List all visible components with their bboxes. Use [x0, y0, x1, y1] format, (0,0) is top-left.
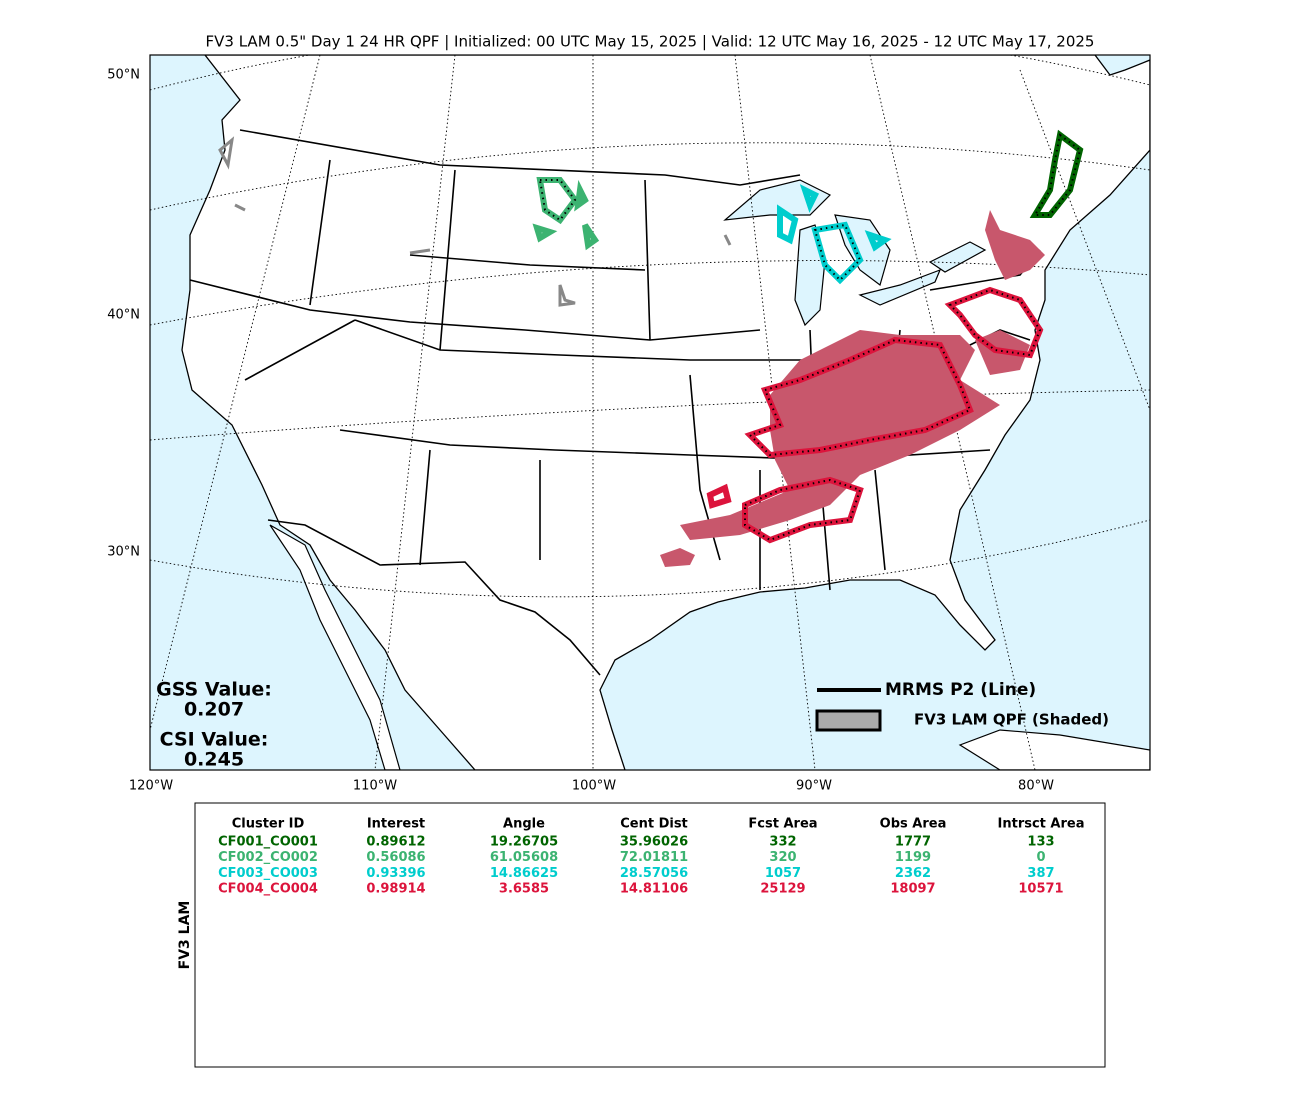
table-cell: 1777 [895, 835, 931, 850]
lon-label: 100°W [572, 779, 616, 794]
table-cell: 35.96026 [620, 835, 688, 850]
table-cell: 28.57056 [620, 866, 688, 881]
lon-label: 80°W [1018, 779, 1054, 794]
lon-label: 120°W [129, 779, 173, 794]
table-cell: 387 [1027, 866, 1054, 881]
table: Cluster ID Interest Angle Cent Dist Fcst Are… [218, 817, 1084, 897]
table-side-label: FV3 LAM [177, 901, 193, 970]
table-cell: 19.26705 [490, 835, 558, 850]
table-header: Cent Dist [620, 817, 688, 832]
table-cell: 320 [769, 850, 796, 865]
table-cell: 0.56086 [366, 850, 425, 865]
table-cell: 1057 [765, 866, 801, 881]
table-cell: 3.6585 [499, 882, 549, 897]
table-cell: 18097 [890, 882, 935, 897]
table-cell: 61.05608 [490, 850, 558, 865]
legend: MRMS P2 (Line) FV3 LAM QPF (Shaded) [815, 680, 1109, 732]
score-value: 0.207 [184, 699, 244, 721]
map: 50°N 40°N 30°N 120°W 110°W 100°W 90°W 80°W GSS V… [107, 54, 1151, 794]
table-header: Fcst Area [748, 817, 817, 832]
table-cell: 2362 [895, 866, 931, 881]
observed-dots [538, 133, 1082, 542]
table-frame [194, 802, 1106, 1068]
table-cell: 14.86625 [490, 866, 558, 881]
table-header: Angle [503, 817, 545, 832]
forecast-shading [660, 210, 1045, 567]
title: FV3 LAM 0.5" Day 1 24 HR QPF | Initializ… [206, 33, 1095, 51]
table-cell: 332 [769, 835, 796, 850]
lon-label: 110°W [353, 779, 397, 794]
table-cell: 0 [1036, 850, 1045, 865]
table-cell: 1199 [895, 850, 931, 865]
great-lakes [723, 179, 987, 327]
table-cell: CF003_CO003 [218, 866, 318, 881]
map-frame [149, 54, 1151, 771]
table-cell: 0.89612 [366, 835, 425, 850]
baja [269, 524, 401, 770]
table-cell: 0.93396 [366, 866, 425, 881]
legend-label: MRMS P2 (Line) [885, 680, 1036, 700]
score-value: 0.245 [184, 749, 244, 771]
table-cell: CF001_CO001 [218, 835, 318, 850]
table-cell: CF004_CO004 [218, 882, 318, 897]
lon-label: 90°W [796, 779, 832, 794]
legend-swatch [815, 709, 882, 732]
table-header: Intrsct Area [998, 817, 1085, 832]
score-label: CSI Value: [160, 729, 269, 751]
lat-label: 30°N [107, 545, 140, 560]
table-header: Interest [367, 817, 425, 832]
table-cell: 10571 [1018, 882, 1063, 897]
table-header: Obs Area [880, 817, 947, 832]
graticule [150, 55, 1150, 770]
gray-contours [218, 136, 732, 307]
table-cell: 133 [1027, 835, 1054, 850]
table-cell: 25129 [760, 882, 805, 897]
map-labels: 50°N 40°N 30°N 120°W 110°W 100°W 90°W 80°W GSS V… [107, 68, 1054, 794]
land [181, 55, 1150, 770]
lat-label: 40°N [107, 308, 140, 323]
cuba [958, 729, 1150, 770]
table-cell: 72.01811 [620, 850, 688, 865]
table-cell: 0.98914 [366, 882, 425, 897]
table-header: Cluster ID [232, 817, 305, 832]
table-cell: 14.81106 [620, 882, 688, 897]
lat-label: 50°N [107, 68, 140, 83]
table-cell: CF002_CO002 [218, 850, 318, 865]
score-label: GSS Value: [156, 679, 272, 701]
legend-label: FV3 LAM QPF (Shaded) [914, 711, 1109, 729]
